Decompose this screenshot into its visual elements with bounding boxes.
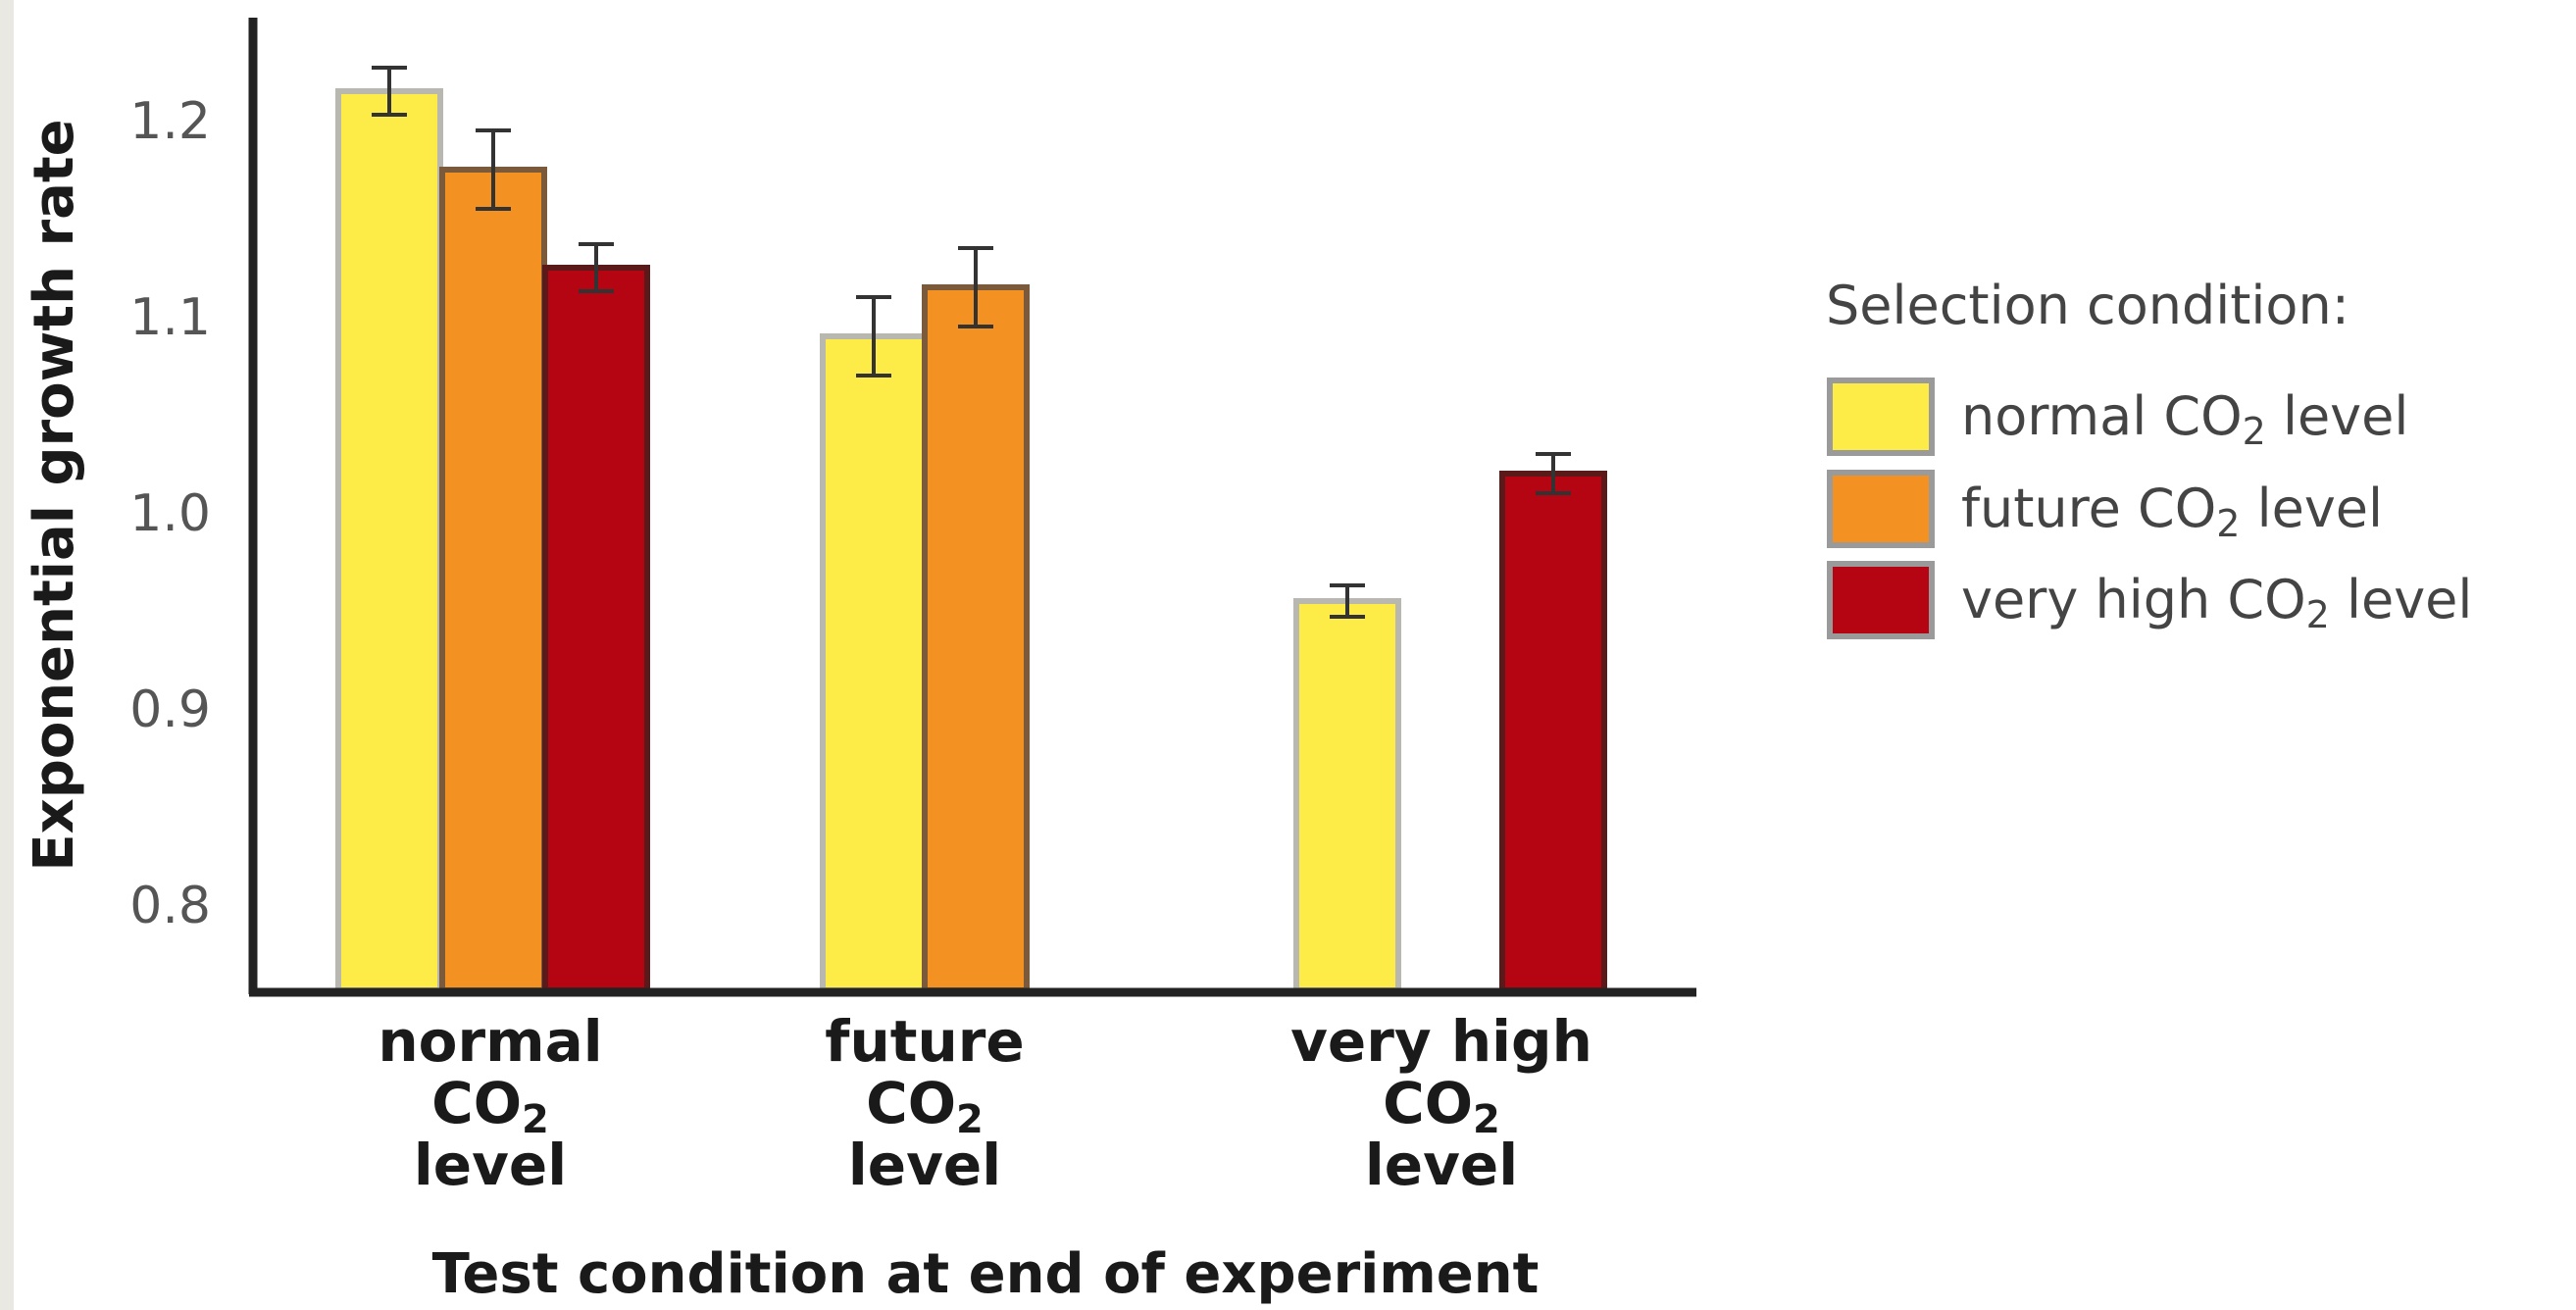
bar-0-2	[1293, 598, 1401, 993]
y-axis-title: Exponential growth rate	[23, 119, 86, 871]
error-bar-2-2	[1536, 452, 1571, 495]
frame-edge	[0, 0, 14, 1310]
svg-text:normal: normal	[378, 1008, 602, 1075]
axes-layer	[248, 18, 1696, 997]
error-bar-0-0	[372, 66, 407, 117]
svg-text:level: level	[1365, 1132, 1518, 1198]
svg-text:CO2: CO2	[431, 1070, 549, 1142]
legend-swatch-1	[1827, 470, 1935, 548]
legend-item-2: very high CO2 level	[1827, 561, 2472, 639]
y-tick-label-4: 1.2	[129, 92, 211, 151]
legend-swatch-0	[1827, 378, 1935, 456]
legend-label-1: future CO2 level	[1961, 478, 2383, 545]
svg-text:future: future	[825, 1008, 1024, 1075]
svg-text:CO2: CO2	[866, 1070, 984, 1142]
legend-label-0: normal CO2 level	[1961, 385, 2408, 453]
svg-text:very high: very high	[1290, 1008, 1592, 1075]
svg-text:CO2: CO2	[1383, 1070, 1500, 1142]
legend: Selection condition: normal CO2 level fut…	[1826, 275, 2472, 639]
error-bar-2-0	[579, 242, 614, 293]
bars-layer	[335, 88, 1607, 993]
y-tick-labels: 0.8 0.9 1.0 1.1 1.2	[129, 92, 211, 935]
y-tick-label-1: 0.9	[129, 680, 211, 739]
error-bars-layer	[372, 66, 1571, 619]
legend-title: Selection condition:	[1826, 275, 2349, 336]
bar-2-0	[542, 265, 650, 993]
svg-text:level: level	[414, 1132, 567, 1198]
legend-swatch-2	[1827, 561, 1935, 639]
bar-2-2	[1499, 471, 1607, 993]
x-axis-title: Test condition at end of experiment	[432, 1242, 1540, 1306]
legend-item-0: normal CO2 level	[1827, 378, 2408, 456]
error-bar-0-2	[1330, 583, 1365, 619]
y-tick-label-0: 0.8	[129, 877, 211, 935]
svg-text:level: level	[848, 1132, 1001, 1198]
bar-1-0	[439, 167, 547, 993]
bar-0-1	[820, 333, 928, 993]
bar-0-0	[335, 88, 443, 993]
y-tick-label-2: 1.0	[129, 484, 211, 543]
legend-label-2: very high CO2 level	[1961, 569, 2472, 636]
legend-item-1: future CO2 level	[1827, 470, 2383, 548]
error-bar-1-1	[958, 246, 993, 328]
bar-1-1	[922, 284, 1030, 993]
y-tick-label-3: 1.1	[129, 288, 211, 347]
error-bar-0-1	[856, 295, 891, 378]
error-bar-1-0	[476, 128, 511, 211]
